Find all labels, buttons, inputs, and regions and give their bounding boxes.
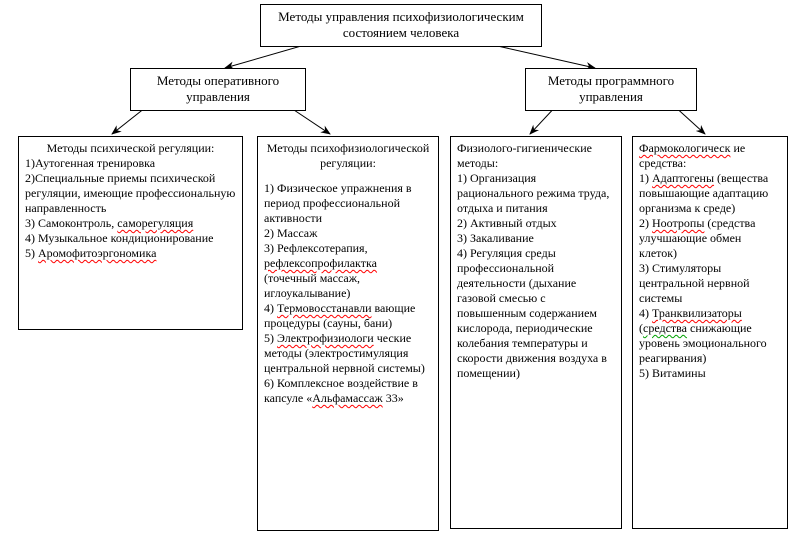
- root-line1: Методы управления психофизиологическим: [267, 9, 535, 25]
- list-item: 5) Аромофитоэргономика: [25, 246, 236, 261]
- pharma-node: Фармокологическ ие средства: 1) Адаптоге…: [632, 136, 788, 529]
- list-item: 1)Аутогенная тренировка: [25, 156, 236, 171]
- list-item: 3) Стимуляторы центральной нервной систе…: [639, 261, 781, 306]
- list-item: 3) Самоконтроль, саморегуляция: [25, 216, 236, 231]
- pharma-items: 1) Адаптогены (вещества повышающие адапт…: [639, 171, 781, 381]
- list-item: 4) Термовосстанавли вающие процедуры (са…: [264, 301, 432, 331]
- program-line1: Методы программного: [532, 73, 690, 89]
- operative-line2: управления: [137, 89, 299, 105]
- list-item: 2) Активный отдых: [457, 216, 615, 231]
- list-item: 5) Витамины: [639, 366, 781, 381]
- root-line2: состоянием человека: [267, 25, 535, 41]
- psych-reg-node: Методы психической регуляции: 1)Аутогенн…: [18, 136, 243, 330]
- psychophys-reg-node: Методы психофизиологической регуляции: 1…: [257, 136, 439, 531]
- list-item: 3) Рефлексотерапия, рефлексопрофилактка …: [264, 241, 432, 301]
- pharma-title: Фармокологическ ие средства:: [639, 141, 781, 171]
- list-item: 2) Ноотропы (средства улучшающие обмен к…: [639, 216, 781, 261]
- list-item: 2)Специальные приемы психической регуляц…: [25, 171, 236, 216]
- psychophys-items: 1) Физическое упражнения в период профес…: [264, 181, 432, 406]
- list-item: 4) Музыкальное кондиционирование: [25, 231, 236, 246]
- root-node: Методы управления психофизиологическим с…: [260, 4, 542, 47]
- psych-reg-title: Методы психической регуляции:: [25, 141, 236, 156]
- psych-reg-items: 1)Аутогенная тренировка2)Специальные при…: [25, 156, 236, 261]
- operative-node: Методы оперативного управления: [130, 68, 306, 111]
- physiohyg-title: Физиолого-гигиенические методы:: [457, 141, 615, 171]
- physiohyg-items: 1) Организация рационального режима труд…: [457, 171, 615, 381]
- list-item: 3) Закаливание: [457, 231, 615, 246]
- program-line2: управления: [532, 89, 690, 105]
- list-item: 1) Организация рационального режима труд…: [457, 171, 615, 216]
- list-item: 4) Транквилизаторы (средства снижающие у…: [639, 306, 781, 366]
- list-item: 6) Комплексное воздействие в капсуле «Ал…: [264, 376, 432, 406]
- psychophys-title: Методы психофизиологической регуляции:: [264, 141, 432, 171]
- operative-line1: Методы оперативного: [137, 73, 299, 89]
- list-item: 5) Электрофизиологи ческие методы (элект…: [264, 331, 432, 376]
- list-item: 2) Массаж: [264, 226, 432, 241]
- list-item: 1) Физическое упражнения в период профес…: [264, 181, 432, 226]
- physiohyg-node: Физиолого-гигиенические методы: 1) Орган…: [450, 136, 622, 529]
- list-item: 1) Адаптогены (вещества повышающие адапт…: [639, 171, 781, 216]
- program-node: Методы программного управления: [525, 68, 697, 111]
- list-item: 4) Регуляция среды профессиональной деят…: [457, 246, 615, 381]
